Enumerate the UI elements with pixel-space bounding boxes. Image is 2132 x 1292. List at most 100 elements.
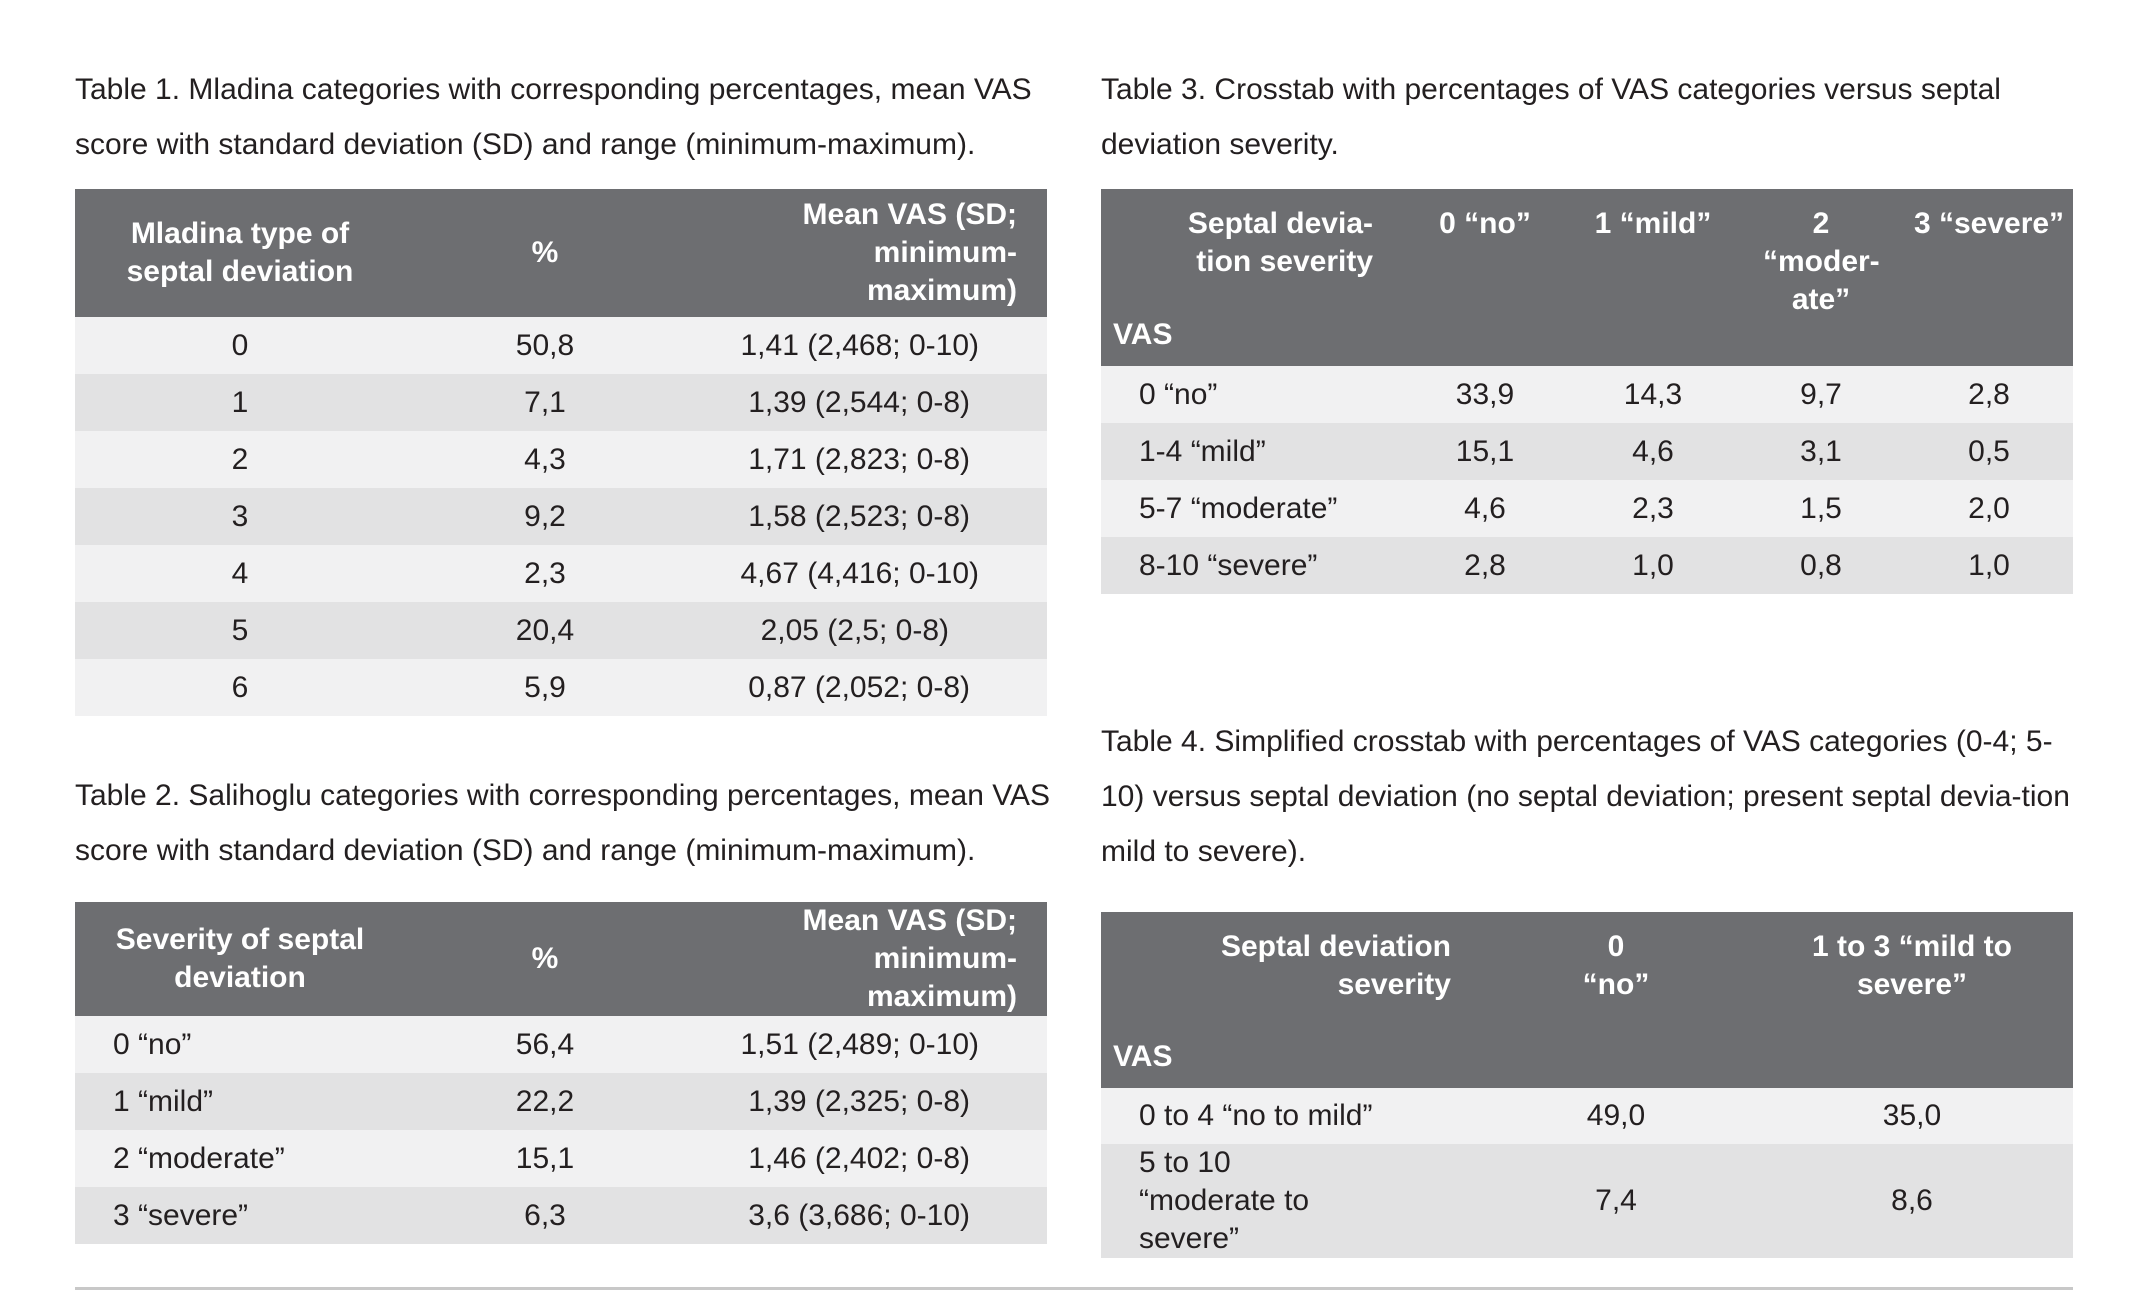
- table2-cell: 1 “mild”: [113, 1084, 214, 1118]
- table4-header: 0 “no”: [1582, 930, 1650, 1001]
- table-row: 1-4 “mild” 15,1 4,6 3,1 0,5: [1101, 423, 2073, 480]
- table1-cell: 1,58 (2,523; 0-8): [748, 499, 970, 533]
- table1-cell: 0: [231, 328, 249, 362]
- table4-header-row: Septal deviation severity VAS 0 “no” 1 t…: [1101, 912, 2073, 1088]
- table4-row-label: 5 to 10 “moderate to severe”: [1139, 1146, 1310, 1255]
- table4-cell: 35,0: [1882, 1099, 1942, 1132]
- table1-cell: 1,71 (2,823; 0-8): [748, 442, 970, 476]
- table2-header: %: [531, 942, 559, 975]
- table-row: 2 “moderate” 15,1 1,46 (2,402; 0-8): [75, 1130, 1047, 1187]
- table-row: 0 “no” 56,4 1,51 (2,489; 0-10): [75, 1016, 1047, 1073]
- table1-header: %: [531, 236, 559, 269]
- table1-cell: 7,1: [524, 385, 566, 419]
- table2-header-row: Severity of septal deviation % Mean VAS …: [75, 902, 1047, 1016]
- table-row: 8-10 “severe” 2,8 1,0 0,8 1,0: [1101, 537, 2073, 594]
- table1-cell: 1,41 (2,468; 0-10): [740, 328, 980, 362]
- table3-row-label: 5-7 “moderate”: [1139, 491, 1338, 525]
- table3-cell: 33,9: [1455, 377, 1515, 411]
- table3-cell: 15,1: [1455, 434, 1515, 468]
- table3-row-label: 0 “no”: [1139, 377, 1218, 411]
- table1-cell: 4: [231, 556, 249, 590]
- table-row: 5 to 10 “moderate to severe” 7,4 8,6: [1101, 1144, 2073, 1258]
- table-row: 1 7,1 1,39 (2,544; 0-8): [75, 374, 1047, 431]
- table-row: 0 to 4 “no to mild” 49,0 35,0: [1101, 1088, 2073, 1144]
- table4-corner-bottom: VAS: [1113, 1040, 1173, 1073]
- table1-cell: 1: [231, 385, 249, 419]
- table1-cell: 50,8: [515, 328, 575, 362]
- table3-header-row: Septal devia-tion severity VAS 0 “no” 1 …: [1101, 189, 2073, 366]
- table4-corner-cell: Septal deviation severity VAS: [1101, 912, 1481, 1088]
- table1-cell: 4,3: [524, 442, 566, 476]
- table4-caption: Table 4. Simplified crosstab with percen…: [1101, 725, 2070, 868]
- table1-header-row: Mladina type of septal deviation % Mean …: [75, 189, 1047, 317]
- table4-cell: 8,6: [1891, 1184, 1933, 1217]
- table3-cell: 1,5: [1800, 491, 1842, 525]
- table3-cell: 3,1: [1800, 434, 1842, 468]
- table1-cell: 9,2: [524, 499, 566, 533]
- table3-cell: 2,3: [1632, 491, 1674, 525]
- table-row: 4 2,3 4,67 (4,416; 0-10): [75, 545, 1047, 602]
- table3-cell: 0,5: [1968, 434, 2010, 468]
- table3-cell: 4,6: [1464, 491, 1506, 525]
- table1: Mladina type of septal deviation % Mean …: [75, 189, 1047, 716]
- table1-cell: 1,39 (2,544; 0-8): [748, 385, 970, 419]
- table3-corner-bottom: VAS: [1113, 318, 1173, 351]
- table1-header: Mean VAS (SD; minimum-maximum): [802, 198, 1017, 307]
- table-row: 3 “severe” 6,3 3,6 (3,686; 0-10): [75, 1187, 1047, 1244]
- table3: Septal devia-tion severity VAS 0 “no” 1 …: [1101, 189, 2073, 594]
- table4-cell: 7,4: [1595, 1184, 1637, 1217]
- table2-cell: 6,3: [524, 1198, 566, 1232]
- table2-cell: 3,6 (3,686; 0-10): [748, 1198, 970, 1232]
- table3-cell: 4,6: [1632, 434, 1674, 468]
- table2-cell: 3 “severe”: [113, 1198, 249, 1232]
- table2-header: Mean VAS (SD; minimum-maximum): [802, 904, 1017, 1013]
- table-row: 2 4,3 1,71 (2,823; 0-8): [75, 431, 1047, 488]
- table3-row-label: 8-10 “severe”: [1139, 548, 1318, 582]
- table1-cell: 4,67 (4,416; 0-10): [740, 556, 980, 590]
- table4-corner-top: Septal deviation severity: [1220, 930, 1451, 1001]
- table3-cell: 9,7: [1800, 377, 1842, 411]
- table1-cell: 2: [231, 442, 249, 476]
- table3-cell: 2,8: [1968, 377, 2010, 411]
- table3-header: 1 “mild”: [1594, 207, 1712, 240]
- table2: Severity of septal deviation % Mean VAS …: [75, 902, 1047, 1244]
- table1-header: Mladina type of septal deviation: [126, 217, 354, 288]
- table2-caption: Table 2. Salihoglu categories with corre…: [75, 779, 1051, 867]
- table3-header: 3 “severe”: [1913, 207, 2065, 240]
- table1-cell: 2,05 (2,5; 0-8): [760, 613, 949, 647]
- table2-cell: 2 “moderate”: [113, 1141, 285, 1175]
- table2-cell: 15,1: [515, 1141, 575, 1175]
- table4: Septal deviation severity VAS 0 “no” 1 t…: [1101, 912, 2073, 1258]
- table2-cell: 1,39 (2,325; 0-8): [748, 1084, 970, 1118]
- table1-caption: Table 1. Mladina categories with corresp…: [75, 73, 1032, 161]
- table3-corner-top: Septal devia-tion severity: [1187, 207, 1373, 278]
- table2-cell: 1,51 (2,489; 0-10): [740, 1027, 980, 1061]
- table1-cell: 20,4: [515, 613, 575, 647]
- table2-cell: 22,2: [515, 1084, 575, 1118]
- table3-cell: 14,3: [1623, 377, 1683, 411]
- table-row: 0 50,8 1,41 (2,468; 0-10): [75, 317, 1047, 374]
- table4-row-label: 0 to 4 “no to mild”: [1139, 1099, 1373, 1132]
- table1-cell: 2,3: [524, 556, 566, 590]
- bottom-divider: [75, 1287, 2073, 1290]
- table3-header: 0 “no”: [1439, 207, 1531, 240]
- table3-header: 2 “moder-ate”: [1763, 207, 1880, 316]
- table3-cell: 1,0: [1968, 548, 2010, 582]
- table2-cell: 56,4: [515, 1027, 575, 1061]
- table-row: 5-7 “moderate” 4,6 2,3 1,5 2,0: [1101, 480, 2073, 537]
- table1-cell: 6: [231, 670, 249, 704]
- table-row: 5 20,4 2,05 (2,5; 0-8): [75, 602, 1047, 659]
- table1-cell: 5: [231, 613, 249, 647]
- table3-cell: 0,8: [1800, 548, 1842, 582]
- table-row: 0 “no” 33,9 14,3 9,7 2,8: [1101, 366, 2073, 423]
- table1-cell: 5,9: [524, 670, 566, 704]
- table3-cell: 2,8: [1464, 548, 1506, 582]
- table3-cell: 2,0: [1968, 491, 2010, 525]
- table2-cell: 1,46 (2,402; 0-8): [748, 1141, 970, 1175]
- table-row: 6 5,9 0,87 (2,052; 0-8): [75, 659, 1047, 716]
- table2-cell: 0 “no”: [113, 1027, 192, 1061]
- table-row: 3 9,2 1,58 (2,523; 0-8): [75, 488, 1047, 545]
- table3-row-label: 1-4 “mild”: [1139, 434, 1266, 468]
- table4-header: 1 to 3 “mild to severe”: [1811, 930, 2012, 1001]
- table2-header: Severity of septal deviation: [115, 923, 365, 994]
